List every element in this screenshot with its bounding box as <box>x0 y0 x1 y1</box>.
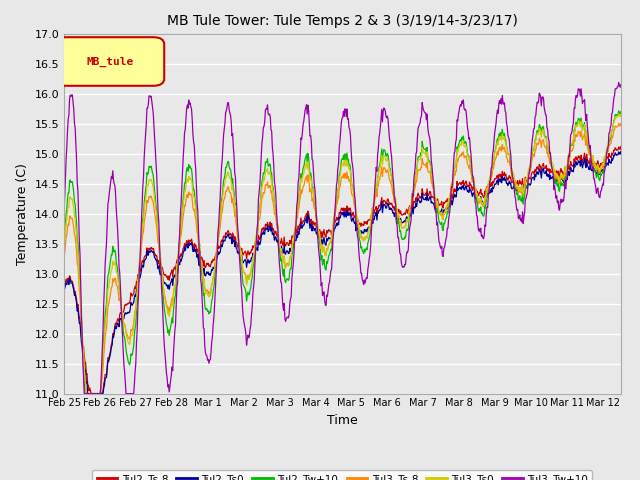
Tul3_Ts0 <box>617 111 625 117</box>
Tul2_Ts0 <box>95 391 102 396</box>
Line: Tul2_Tw+10: Tul2_Tw+10 <box>64 111 621 394</box>
Tul3_Ts0 <box>615 111 623 117</box>
Tul2_Ts-8 <box>540 165 548 171</box>
X-axis label: Time: Time <box>327 414 358 427</box>
Y-axis label: Temperature (C): Temperature (C) <box>16 163 29 264</box>
Tul3_Tw+10 <box>615 80 623 85</box>
Tul3_Ts-8 <box>615 120 623 126</box>
Tul3_Ts0 <box>399 225 406 231</box>
Tul2_Ts0 <box>617 148 625 154</box>
Title: MB Tule Tower: Tule Temps 2 & 3 (3/19/14-3/23/17): MB Tule Tower: Tule Temps 2 & 3 (3/19/14… <box>167 14 518 28</box>
Tul2_Tw+10 <box>483 192 491 198</box>
Tul3_Ts0 <box>60 242 68 248</box>
Tul2_Ts-8 <box>399 212 406 218</box>
FancyBboxPatch shape <box>56 37 164 86</box>
Tul3_Ts0 <box>540 133 548 139</box>
Tul3_Ts0 <box>384 157 392 163</box>
Tul2_Ts0 <box>415 199 423 204</box>
Tul3_Tw+10 <box>60 207 68 213</box>
Tul2_Tw+10 <box>615 108 623 114</box>
Tul2_Tw+10 <box>540 131 548 137</box>
Tul2_Tw+10 <box>60 239 68 244</box>
Tul3_Ts-8 <box>540 142 548 148</box>
Tul2_Ts0 <box>84 391 92 396</box>
Text: MB_tule: MB_tule <box>86 57 134 67</box>
Tul3_Tw+10 <box>617 82 625 88</box>
Tul3_Ts0 <box>83 391 90 396</box>
Tul3_Ts0 <box>483 185 491 191</box>
Tul2_Ts-8 <box>415 194 423 200</box>
Tul2_Tw+10 <box>399 237 406 242</box>
Tul3_Ts-8 <box>399 226 406 231</box>
Tul3_Tw+10 <box>415 121 423 127</box>
Line: Tul3_Tw+10: Tul3_Tw+10 <box>64 83 621 394</box>
Tul3_Ts-8 <box>384 168 392 174</box>
Tul3_Tw+10 <box>483 204 491 210</box>
Legend: Tul2_Ts-8, Tul2_Ts0, Tul2_Tw+10, Tul3_Ts-8, Tul3_Ts0, Tul3_Tw+10: Tul2_Ts-8, Tul2_Ts0, Tul2_Tw+10, Tul3_Ts… <box>92 470 593 480</box>
Tul3_Tw+10 <box>81 391 88 396</box>
Tul3_Ts0 <box>95 391 102 396</box>
Tul3_Tw+10 <box>399 264 406 270</box>
Tul2_Ts0 <box>399 220 406 226</box>
Tul3_Ts-8 <box>617 121 625 127</box>
Tul2_Ts-8 <box>95 391 102 396</box>
Tul2_Ts0 <box>60 283 68 288</box>
Line: Tul3_Ts-8: Tul3_Ts-8 <box>64 123 621 394</box>
Tul3_Ts-8 <box>83 391 90 396</box>
Tul2_Ts0 <box>483 191 491 197</box>
Tul2_Ts0 <box>540 170 548 176</box>
Tul2_Tw+10 <box>82 391 90 396</box>
Tul2_Ts-8 <box>87 391 95 396</box>
Tul3_Tw+10 <box>540 104 548 110</box>
Tul3_Ts-8 <box>483 188 491 193</box>
Tul2_Ts-8 <box>384 196 392 202</box>
Line: Tul2_Ts-8: Tul2_Ts-8 <box>64 146 621 394</box>
Tul2_Ts-8 <box>483 184 491 190</box>
Tul2_Ts-8 <box>60 278 68 284</box>
Tul3_Tw+10 <box>384 117 392 123</box>
Line: Tul3_Ts0: Tul3_Ts0 <box>64 114 621 394</box>
Tul2_Tw+10 <box>95 391 102 396</box>
Tul3_Ts-8 <box>415 168 423 173</box>
Tul2_Tw+10 <box>617 109 625 115</box>
Tul2_Tw+10 <box>415 154 423 159</box>
Line: Tul2_Ts0: Tul2_Ts0 <box>64 151 621 394</box>
Tul3_Ts-8 <box>60 252 68 258</box>
Tul3_Ts-8 <box>95 391 102 396</box>
Tul2_Ts0 <box>384 201 392 206</box>
Tul3_Ts0 <box>415 157 423 163</box>
Tul2_Ts-8 <box>617 144 625 149</box>
Tul2_Tw+10 <box>384 152 392 158</box>
Tul3_Tw+10 <box>95 391 102 396</box>
